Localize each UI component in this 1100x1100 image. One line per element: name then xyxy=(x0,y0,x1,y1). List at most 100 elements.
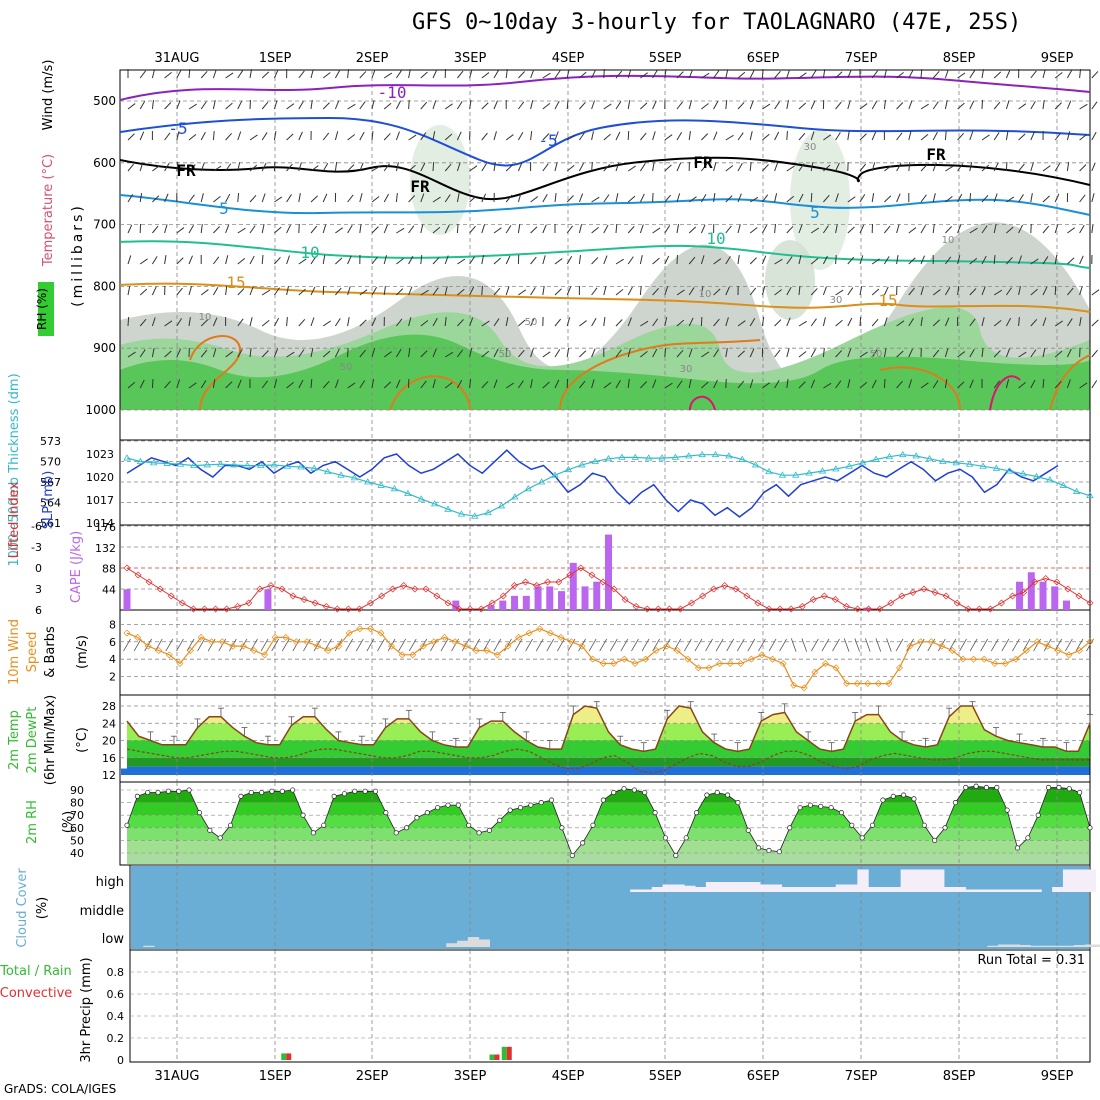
wind-barb xyxy=(920,255,925,265)
cape-bar xyxy=(1016,581,1024,610)
temp-line xyxy=(126,705,1091,753)
cloud-low-bar xyxy=(1084,944,1096,947)
wind-barb xyxy=(957,72,966,79)
rh-contour-label: 30 xyxy=(804,142,817,153)
wind-barb-10m xyxy=(779,638,787,652)
wind-barb xyxy=(1042,165,1051,172)
wind-barb xyxy=(1005,69,1011,79)
thickness-point xyxy=(631,453,639,460)
wind-barb-10m xyxy=(854,638,860,652)
wind-barb xyxy=(566,286,572,296)
wind-barb xyxy=(761,317,765,327)
lifted-index-point xyxy=(688,599,696,607)
wind-speed-point xyxy=(694,664,702,672)
wind-barb xyxy=(1018,316,1020,327)
wind-barb xyxy=(688,348,693,358)
wind-barb-10m xyxy=(345,638,354,652)
lifted-index-point xyxy=(234,603,242,610)
top-day-label: 9SEP xyxy=(1041,51,1074,66)
rh-point xyxy=(155,789,161,796)
wind-barb xyxy=(371,379,375,389)
wind-barb xyxy=(871,100,878,110)
wind-barb xyxy=(139,288,148,296)
wind-barb xyxy=(761,255,767,265)
rh-point xyxy=(404,825,410,831)
wind-barb xyxy=(847,226,855,234)
bottom-day-label: 4SEP xyxy=(552,1069,585,1084)
lifted-index-point xyxy=(499,592,507,600)
wind-barb xyxy=(347,164,355,172)
wind-barb xyxy=(298,131,303,141)
wind-barb xyxy=(725,225,732,234)
rh-point xyxy=(290,787,296,793)
wind-barb xyxy=(554,318,562,327)
wind-barb xyxy=(749,227,758,234)
wind-barb xyxy=(810,162,814,172)
wind-speed-point xyxy=(620,655,628,663)
wind-barb xyxy=(493,348,499,358)
wind-barb xyxy=(469,100,472,110)
wind-barb xyxy=(420,380,427,389)
lifted-index-point xyxy=(555,578,563,586)
rh-point xyxy=(642,789,648,796)
wind-barb xyxy=(615,349,622,358)
wind-barb xyxy=(542,193,548,203)
wind-barb xyxy=(639,163,646,172)
lifted-index-point xyxy=(986,605,994,613)
wind-barb xyxy=(847,196,856,203)
wind-barb xyxy=(1054,350,1063,358)
wind-barb-10m xyxy=(990,638,999,652)
rh-point xyxy=(476,830,482,836)
isotherm-line xyxy=(119,282,1091,313)
wind-speed-point xyxy=(536,625,544,633)
wind-barb xyxy=(957,193,963,203)
lifted-index-line xyxy=(126,567,1091,610)
top-day-label: 4SEP xyxy=(552,51,585,66)
wind-barb xyxy=(261,224,265,234)
wind-barb xyxy=(200,162,205,172)
wind-barb xyxy=(774,223,777,234)
wind-barb xyxy=(786,317,791,327)
wind-barb xyxy=(517,193,522,203)
wind-barb xyxy=(200,224,203,234)
wind-barb xyxy=(579,320,587,327)
rh-contour-label: 10 xyxy=(199,312,212,323)
isotherm-20 xyxy=(189,335,1091,411)
wind-barb xyxy=(835,101,842,110)
wind-barb xyxy=(676,319,685,327)
wind-barb xyxy=(810,131,815,141)
wind-barb xyxy=(1018,163,1025,172)
wind-barb xyxy=(896,320,905,327)
thickness-point xyxy=(257,461,265,468)
wind-barb xyxy=(579,350,587,358)
wind-barb xyxy=(627,100,631,110)
wind-barb-10m xyxy=(546,638,555,652)
wind-barb xyxy=(944,100,948,110)
wind-barb xyxy=(1079,194,1086,203)
rh-point xyxy=(186,787,192,793)
wind-barb xyxy=(481,285,483,296)
wind-barb xyxy=(249,317,253,327)
wind-barb xyxy=(737,350,745,358)
wind-barb xyxy=(859,255,864,265)
precip-total-bar xyxy=(501,1046,507,1060)
thickness-point xyxy=(899,450,907,458)
precip-total-bar xyxy=(489,1054,495,1060)
wind-barb xyxy=(286,163,293,172)
isotherm-line xyxy=(119,116,1091,167)
thickness-point xyxy=(337,471,345,478)
wind-barb xyxy=(664,255,670,265)
wind-barb-10m xyxy=(281,638,290,652)
wind-barb-10m xyxy=(366,638,375,652)
wind-barb xyxy=(518,101,525,110)
wind-speed-point xyxy=(366,625,374,633)
lifted-index-point xyxy=(1031,578,1039,586)
isotherm-label: FR xyxy=(926,145,946,164)
wind-barb xyxy=(530,226,538,234)
precip-tick: 0.4 xyxy=(107,1010,125,1023)
wind-barb xyxy=(200,349,208,358)
rh-point xyxy=(372,788,379,794)
wind-barb xyxy=(286,316,288,327)
wind-barb xyxy=(469,165,478,172)
wind-speed-point xyxy=(493,651,501,659)
